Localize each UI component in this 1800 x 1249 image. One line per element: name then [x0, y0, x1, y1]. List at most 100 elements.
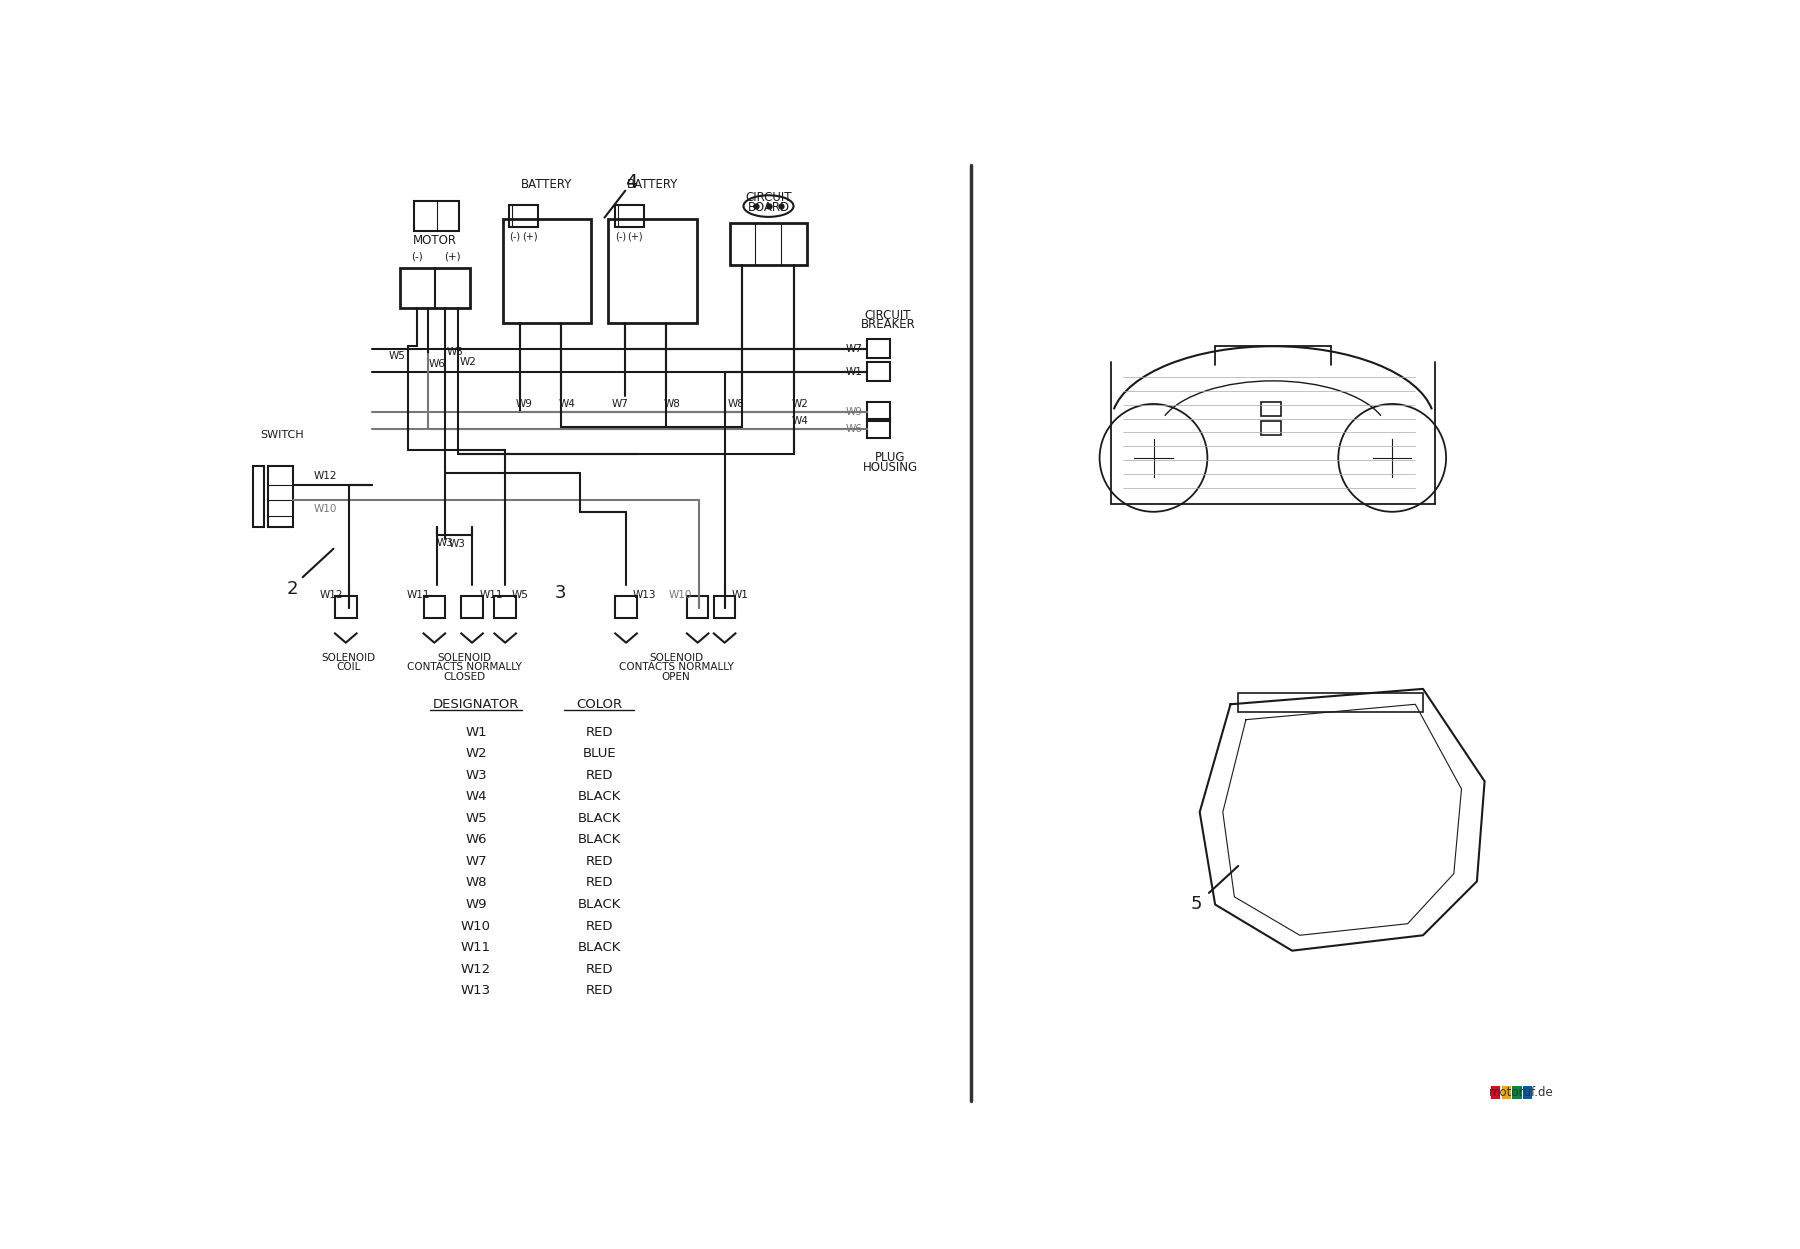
Text: RED: RED — [585, 919, 612, 933]
Text: CONTACTS NORMALLY: CONTACTS NORMALLY — [407, 662, 522, 672]
Bar — [335, 597, 356, 618]
Text: 4: 4 — [625, 172, 637, 191]
Bar — [608, 219, 697, 323]
Text: CONTACTS NORMALLY: CONTACTS NORMALLY — [619, 662, 734, 672]
Text: SOLENOID: SOLENOID — [650, 653, 704, 663]
Text: BLACK: BLACK — [578, 791, 621, 803]
Text: SOLENOID: SOLENOID — [322, 653, 376, 663]
Bar — [868, 362, 891, 381]
Text: (-): (-) — [412, 251, 423, 261]
Text: BREAKER: BREAKER — [860, 318, 914, 331]
Text: W8: W8 — [664, 398, 680, 408]
Text: W7: W7 — [612, 398, 628, 408]
Text: W2: W2 — [792, 398, 808, 408]
Bar — [614, 205, 644, 227]
Text: (+): (+) — [628, 232, 643, 242]
Bar — [1490, 1087, 1499, 1099]
Text: BLACK: BLACK — [578, 898, 621, 911]
Text: RED: RED — [585, 877, 612, 889]
Text: SWITCH: SWITCH — [259, 430, 304, 440]
Text: PLUG: PLUG — [875, 451, 905, 465]
Bar — [868, 420, 891, 438]
Text: RED: RED — [585, 726, 612, 738]
Text: W8: W8 — [727, 398, 745, 408]
Text: COIL: COIL — [337, 662, 362, 672]
Text: RED: RED — [585, 984, 612, 997]
Text: HOUSING: HOUSING — [862, 461, 918, 475]
Bar — [502, 219, 592, 323]
Text: (+): (+) — [445, 251, 461, 261]
Bar — [688, 597, 709, 618]
Text: 5: 5 — [1190, 896, 1202, 913]
Text: RED: RED — [585, 854, 612, 868]
Text: BATTERY: BATTERY — [626, 179, 679, 191]
Text: W9: W9 — [846, 407, 862, 417]
Bar — [1262, 402, 1280, 416]
Bar — [252, 466, 265, 527]
Bar — [1238, 693, 1424, 712]
Text: W5: W5 — [389, 351, 405, 361]
Text: W4: W4 — [464, 791, 486, 803]
Bar — [400, 267, 470, 307]
Text: (-): (-) — [616, 232, 626, 242]
Bar — [616, 597, 637, 618]
Text: W4: W4 — [558, 398, 576, 408]
Text: BLACK: BLACK — [578, 940, 621, 954]
Text: W12: W12 — [461, 963, 491, 975]
Text: W6: W6 — [464, 833, 486, 847]
Text: CIRCUIT: CIRCUIT — [864, 309, 911, 322]
Text: W1: W1 — [731, 590, 749, 600]
Bar — [868, 402, 891, 421]
Text: (+): (+) — [522, 232, 538, 242]
Text: CLOSED: CLOSED — [443, 672, 486, 682]
Bar — [414, 201, 459, 231]
Bar — [731, 224, 806, 265]
Text: 3: 3 — [554, 583, 567, 602]
Text: motoruf.de: motoruf.de — [1489, 1085, 1553, 1099]
Text: RED: RED — [585, 963, 612, 975]
Bar — [509, 205, 538, 227]
Text: SOLENOID: SOLENOID — [437, 653, 491, 663]
Text: W3: W3 — [446, 347, 464, 357]
Bar — [268, 466, 293, 527]
Text: W6: W6 — [846, 423, 862, 433]
Text: W3: W3 — [437, 537, 454, 547]
Text: W3: W3 — [448, 540, 466, 550]
Bar — [1523, 1087, 1532, 1099]
Text: W13: W13 — [632, 590, 655, 600]
Text: OPEN: OPEN — [662, 672, 691, 682]
Text: W8: W8 — [464, 877, 486, 889]
Text: W4: W4 — [792, 416, 808, 426]
Bar — [1512, 1087, 1521, 1099]
Text: DESIGNATOR: DESIGNATOR — [432, 698, 518, 711]
Text: BATTERY: BATTERY — [520, 179, 572, 191]
Text: W2: W2 — [459, 357, 477, 367]
Text: W5: W5 — [511, 590, 527, 600]
Text: W3: W3 — [464, 768, 486, 782]
Text: 2: 2 — [286, 580, 299, 598]
Text: W6: W6 — [428, 358, 445, 368]
Text: W7: W7 — [464, 854, 486, 868]
Text: W11: W11 — [407, 590, 430, 600]
Text: W9: W9 — [464, 898, 486, 911]
Text: W7: W7 — [846, 343, 862, 353]
Text: BLACK: BLACK — [578, 833, 621, 847]
Text: W13: W13 — [461, 984, 491, 997]
Text: W10: W10 — [313, 505, 337, 515]
Text: BOARD: BOARD — [747, 201, 790, 214]
Text: COLOR: COLOR — [576, 698, 623, 711]
Text: W12: W12 — [313, 471, 338, 481]
Text: W11: W11 — [461, 940, 491, 954]
Text: W1: W1 — [464, 726, 486, 738]
Text: W5: W5 — [464, 812, 486, 824]
Text: RED: RED — [585, 768, 612, 782]
Text: CIRCUIT: CIRCUIT — [745, 191, 792, 204]
Text: W1: W1 — [846, 367, 862, 377]
Bar — [461, 597, 482, 618]
Text: W11: W11 — [481, 590, 504, 600]
Bar — [1501, 1087, 1510, 1099]
Text: W10: W10 — [670, 590, 693, 600]
Bar — [1262, 421, 1280, 435]
Text: (-): (-) — [509, 232, 520, 242]
Text: W2: W2 — [464, 747, 486, 761]
